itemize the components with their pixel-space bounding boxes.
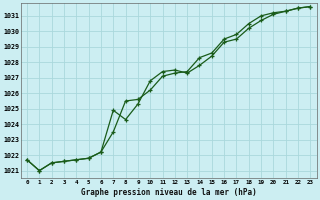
X-axis label: Graphe pression niveau de la mer (hPa): Graphe pression niveau de la mer (hPa)	[81, 188, 257, 197]
